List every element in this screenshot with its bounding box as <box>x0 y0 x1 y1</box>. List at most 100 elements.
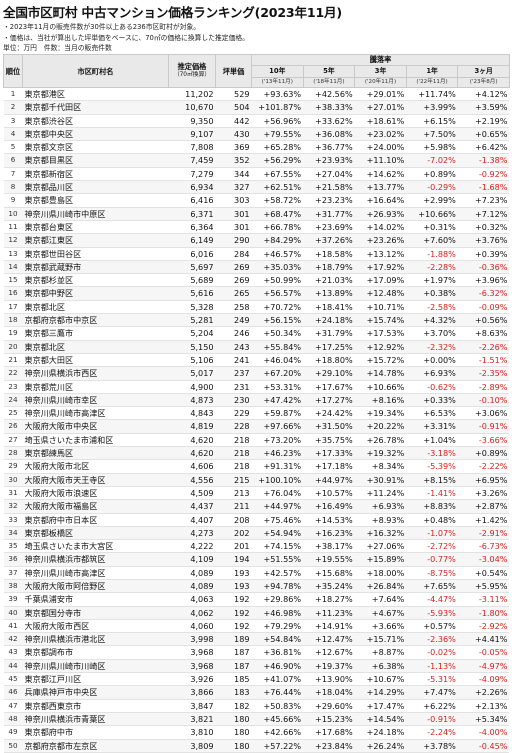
rise-3y-cell: +29.01% <box>354 87 407 102</box>
rise-1y-cell: -2.58% <box>406 300 458 315</box>
rise-1y-cell: +3.31% <box>406 419 458 434</box>
tsubo-cell: 529 <box>215 87 252 102</box>
city-cell: 東京都港区 <box>22 87 169 102</box>
price-cell: 4,109 <box>168 552 216 567</box>
tsubo-cell: 442 <box>215 114 252 128</box>
rise-10y-cell: +55.84% <box>251 340 304 354</box>
rise-5y-cell: +12.67% <box>303 645 355 660</box>
rise-3y-cell: +14.54% <box>354 712 407 727</box>
rank-cell: 34 <box>3 526 23 541</box>
rank-cell: 31 <box>3 486 23 501</box>
rise-1y-cell: -2.24% <box>406 725 458 740</box>
rise-3y-cell: +26.93% <box>354 207 407 221</box>
rank-cell: 10 <box>3 207 23 221</box>
rise-1y-cell: +3.70% <box>406 326 458 341</box>
rise-3m-cell: +3.96% <box>457 273 510 288</box>
rank-cell: 25 <box>3 406 23 421</box>
rise-10y-cell: +47.42% <box>251 393 304 408</box>
price-cell: 4,873 <box>168 393 216 408</box>
rank-cell: 12 <box>3 233 23 248</box>
rise-5y-cell: +38.17% <box>303 539 355 554</box>
rise-3y-cell: +26.78% <box>354 433 407 448</box>
tsubo-cell: 290 <box>215 233 252 248</box>
rise-3y-cell: +8.16% <box>354 393 407 408</box>
price-cell: 6,371 <box>168 207 216 221</box>
rank-cell: 22 <box>3 366 23 381</box>
rise-10y-cell: +46.23% <box>251 446 304 461</box>
rise-3m-cell: -3.11% <box>457 592 510 607</box>
header-price-sub: （70㎡換算） <box>173 72 211 78</box>
rise-1y-cell: +7.47% <box>406 685 458 700</box>
header-base-3y: ('20年11月) <box>354 77 407 88</box>
rise-3y-cell: +14.62% <box>354 167 407 182</box>
rise-10y-cell: +46.98% <box>251 606 304 620</box>
rise-10y-cell: +68.47% <box>251 207 304 221</box>
rise-10y-cell: +42.57% <box>251 566 304 580</box>
rise-5y-cell: +38.33% <box>303 100 355 115</box>
rise-10y-cell: +97.66% <box>251 419 304 434</box>
city-cell: 東京都荒川区 <box>22 380 169 394</box>
rise-1y-cell: +3.78% <box>406 739 458 753</box>
rise-1y-cell: -1.13% <box>406 659 458 674</box>
rise-3y-cell: +19.34% <box>354 406 407 421</box>
rise-5y-cell: +31.50% <box>303 419 355 434</box>
rise-10y-cell: +46.57% <box>251 247 304 261</box>
city-cell: 東京都国分寺市 <box>22 606 169 620</box>
rise-3m-cell: -6.73% <box>457 539 510 554</box>
tsubo-cell: 430 <box>215 127 252 142</box>
header-period-5y: 5年 <box>302 65 356 78</box>
rise-3m-cell: +3.26% <box>457 486 510 501</box>
rise-5y-cell: +18.41% <box>303 300 355 315</box>
price-cell: 11,202 <box>168 87 216 102</box>
rise-10y-cell: +91.31% <box>251 459 304 474</box>
tsubo-cell: 180 <box>215 739 252 753</box>
rise-3y-cell: +17.47% <box>354 699 407 713</box>
rank-cell: 4 <box>3 127 23 142</box>
rise-3m-cell: +2.13% <box>457 699 510 713</box>
rise-5y-cell: +35.75% <box>303 433 355 448</box>
rise-10y-cell: +79.29% <box>251 619 304 634</box>
rise-10y-cell: +46.04% <box>251 353 304 368</box>
rise-3m-cell: -1.51% <box>457 353 510 368</box>
price-cell: 5,697 <box>168 260 216 275</box>
rank-cell: 20 <box>3 340 23 354</box>
rise-10y-cell: +74.15% <box>251 539 304 554</box>
rank-cell: 15 <box>3 273 23 288</box>
rise-3m-cell: +5.34% <box>457 712 510 727</box>
rise-10y-cell: +58.72% <box>251 193 304 208</box>
rise-3y-cell: +8.34% <box>354 459 407 474</box>
table-row: 6 東京都目黒区 7,459 352 +56.29% +23.93% +11.10% -7.0… <box>3 153 510 168</box>
price-cell: 4,060 <box>168 619 216 634</box>
note-line: ・価格は、当社が算出した坪単価をベースに、70㎡の価格に換算した推定価格。 <box>3 33 249 42</box>
rise-1y-cell: -8.75% <box>406 566 458 580</box>
rise-10y-cell: +35.03% <box>251 260 304 275</box>
rise-3y-cell: +24.18% <box>354 725 407 740</box>
rise-3m-cell: -0.10% <box>457 393 510 408</box>
table-row: 27 埼玉県さいたま市浦和区 4,620 218 +73.20% +35.75% +26.7… <box>3 433 510 448</box>
price-cell: 5,204 <box>168 326 216 341</box>
rise-5y-cell: +15.23% <box>303 712 355 727</box>
rise-1y-cell: -2.72% <box>406 539 458 554</box>
rise-3y-cell: +17.09% <box>354 273 407 288</box>
table-row: 48 神奈川県横浜市青葉区 3,821 180 +45.66% +15.23% +14.54… <box>3 712 510 727</box>
table-row: 46 兵庫県神戸市中央区 3,866 183 +76.44% +18.04% +14.29%… <box>3 685 510 700</box>
rise-3m-cell: -4.09% <box>457 672 510 687</box>
rise-5y-cell: +18.58% <box>303 247 355 261</box>
rise-3y-cell: +6.93% <box>354 499 407 514</box>
rise-3m-cell: -2.22% <box>457 459 510 474</box>
rank-cell: 13 <box>3 247 23 261</box>
price-cell: 4,089 <box>168 579 216 594</box>
rise-10y-cell: +100.10% <box>251 473 304 487</box>
rank-cell: 30 <box>3 473 23 487</box>
rise-3y-cell: +6.38% <box>354 659 407 674</box>
table-row: 35 埼玉県さいたま市大宮区 4,222 201 +74.15% +38.17% +27.0… <box>3 539 510 554</box>
rise-5y-cell: +29.60% <box>303 699 355 713</box>
rise-1y-cell: -5.31% <box>406 672 458 687</box>
rise-3m-cell: +2.19% <box>457 114 510 128</box>
unit-note: 単位：万円 件数：当月の販売件数 <box>3 44 112 52</box>
rise-5y-cell: +13.90% <box>303 672 355 687</box>
rise-1y-cell: +0.48% <box>406 513 458 527</box>
rise-10y-cell: +56.96% <box>251 114 304 128</box>
tsubo-cell: 344 <box>215 167 252 182</box>
rise-1y-cell: -7.02% <box>406 153 458 168</box>
